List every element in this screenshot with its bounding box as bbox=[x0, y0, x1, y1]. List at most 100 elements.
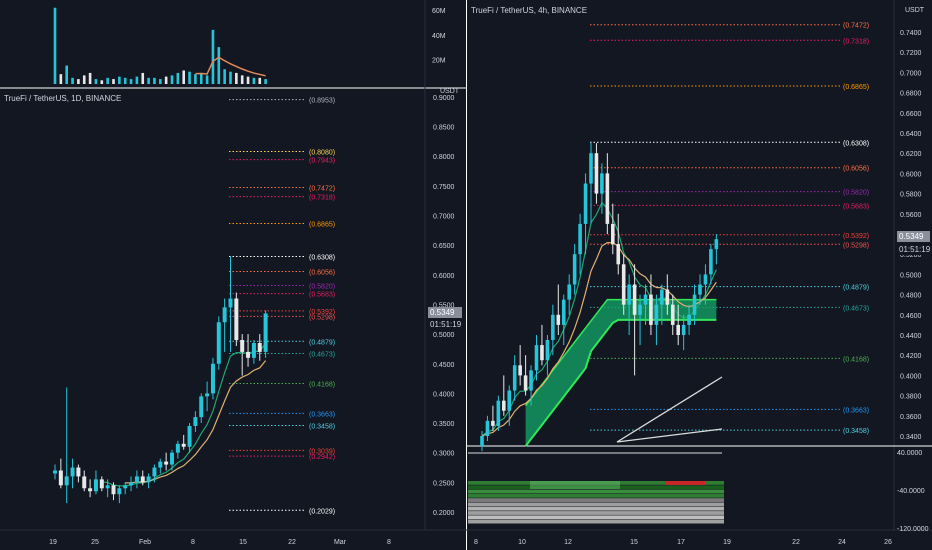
right-price-tag: 0.5349 01:51:19 bbox=[897, 231, 931, 255]
left-chart-panel[interactable]: (0.8953) (0.8080) (0.7943) (0.7472) (0.7318)… bbox=[0, 0, 466, 546]
left-candle-body bbox=[181, 443, 186, 447]
left-fib-label: (0.4673) bbox=[309, 351, 335, 358]
right-fib-level: (0.6865) bbox=[590, 84, 869, 91]
right-candle bbox=[709, 244, 713, 285]
left-date-tick: Mar bbox=[334, 539, 347, 546]
left-candle-body bbox=[134, 476, 139, 483]
right-candle bbox=[676, 304, 680, 346]
right-price-tick: 0.3600 bbox=[900, 414, 922, 421]
left-candle-body bbox=[88, 488, 93, 492]
right-price-tick: 0.4200 bbox=[900, 353, 922, 360]
right-candle bbox=[551, 304, 555, 356]
right-price-tick: 0.6600 bbox=[900, 111, 922, 118]
right-candle bbox=[567, 274, 571, 315]
right-osc-band-row bbox=[468, 519, 724, 524]
left-fib-label: (0.7318) bbox=[309, 195, 335, 202]
left-volume-bar bbox=[112, 79, 115, 84]
left-date-tick: Feb bbox=[139, 539, 151, 546]
right-date-tick: 24 bbox=[838, 539, 846, 546]
right-candle-body bbox=[572, 254, 577, 285]
left-price-axis[interactable]: 0.9000 0.8500 0.8000 0.7500 0.7000 0.6500 0.60… bbox=[433, 95, 455, 517]
left-price-tick: 0.8000 bbox=[433, 154, 455, 161]
right-candle bbox=[616, 213, 621, 275]
left-candle bbox=[164, 452, 169, 471]
left-fib-level: (0.3663) bbox=[229, 411, 335, 418]
right-candle bbox=[638, 294, 642, 346]
left-fib-label: (0.8953) bbox=[309, 98, 335, 105]
left-fib-label: (0.3458) bbox=[309, 424, 335, 431]
left-fib-label: (0.5298) bbox=[309, 314, 335, 321]
left-countdown: 01:51:19 bbox=[430, 320, 462, 329]
right-candle bbox=[545, 335, 550, 376]
right-candle-body bbox=[649, 294, 653, 325]
left-fib-level: (0.4168) bbox=[229, 381, 335, 388]
left-fib-label: (0.4879) bbox=[309, 339, 335, 346]
right-price-tick: 0.4400 bbox=[900, 333, 922, 340]
left-candle-body bbox=[216, 322, 221, 364]
right-candle-body bbox=[632, 284, 637, 315]
left-volume-bar bbox=[252, 77, 256, 84]
right-candle-body bbox=[698, 284, 702, 295]
left-price-tick: 0.7000 bbox=[433, 214, 455, 221]
left-volume-axis: 60M 40M 20M bbox=[432, 8, 446, 64]
right-price-tick: 0.5000 bbox=[900, 272, 922, 279]
right-candle bbox=[681, 314, 686, 351]
right-cloud-band bbox=[468, 298, 723, 454]
right-candle bbox=[632, 264, 637, 376]
left-volume-bar bbox=[159, 79, 162, 84]
left-date-tick: 8 bbox=[191, 539, 195, 546]
left-volume-bar bbox=[211, 29, 215, 85]
right-candle bbox=[665, 274, 670, 315]
left-candle-body bbox=[123, 485, 128, 489]
right-price-axis[interactable]: 0.7400 0.7200 0.7000 0.6800 0.6600 0.6400 0.62… bbox=[900, 30, 922, 441]
left-candle bbox=[158, 458, 163, 474]
right-candle-body bbox=[523, 375, 528, 391]
left-candle bbox=[199, 393, 204, 424]
right-fib-level: (0.3458) bbox=[590, 428, 869, 435]
right-chart-title: TrueFi / TetherUS, 4h, BINANCE bbox=[471, 6, 587, 15]
right-fib-level: (0.3663) bbox=[590, 407, 869, 414]
right-candle bbox=[605, 153, 610, 234]
right-cloud-upper-edge bbox=[525, 298, 717, 407]
left-fib-level: (0.6308) bbox=[229, 255, 335, 262]
left-candle-body bbox=[82, 476, 87, 489]
left-candle-body bbox=[58, 470, 63, 486]
right-candle bbox=[670, 294, 675, 335]
right-candle-body bbox=[676, 324, 680, 335]
right-price-tick: 0.5800 bbox=[900, 192, 922, 199]
right-candle bbox=[480, 430, 484, 452]
right-candle-body bbox=[534, 345, 539, 371]
right-chart-panel[interactable]: (0.7472) (0.7318) (0.6865) (0.6308) (0.6056)… bbox=[466, 0, 932, 546]
right-candle bbox=[523, 355, 528, 396]
left-candle bbox=[123, 482, 128, 495]
right-date-axis[interactable]: 8 10 12 15 17 19 22 24 26 bbox=[474, 539, 892, 546]
left-volume-bar bbox=[199, 72, 203, 84]
left-candle bbox=[222, 298, 227, 352]
right-candle bbox=[589, 142, 593, 224]
left-fib-level: (0.6865) bbox=[229, 222, 335, 229]
right-candle-body bbox=[681, 324, 686, 335]
left-volume-bar bbox=[205, 75, 209, 84]
left-volume-bar bbox=[229, 71, 232, 84]
left-candle-body bbox=[93, 479, 98, 492]
left-price-tag: 0.5349 01:51:19 bbox=[428, 307, 462, 330]
right-fib-level: (0.7472) bbox=[590, 23, 869, 30]
left-candle-body bbox=[158, 461, 163, 468]
right-candle bbox=[485, 415, 490, 442]
right-candle bbox=[512, 355, 517, 401]
right-date-tick: 8 bbox=[474, 539, 478, 546]
right-candle-body bbox=[687, 314, 691, 325]
left-countdown-box bbox=[428, 319, 462, 330]
right-candle-body bbox=[616, 244, 621, 265]
right-candle-body bbox=[709, 249, 713, 275]
right-fib-label: (0.5298) bbox=[843, 242, 869, 249]
left-date-axis[interactable]: 19 25 Feb 8 15 22 Mar 8 bbox=[49, 539, 391, 546]
left-candle-body bbox=[251, 342, 256, 358]
right-candle bbox=[649, 274, 653, 335]
right-osc-red-segment bbox=[665, 481, 705, 485]
right-fib-label: (0.6865) bbox=[843, 84, 869, 91]
right-fib-label: (0.6308) bbox=[843, 140, 869, 147]
left-price-tick: 0.6500 bbox=[433, 243, 455, 250]
right-osc-tick: -40.0000 bbox=[897, 488, 925, 495]
